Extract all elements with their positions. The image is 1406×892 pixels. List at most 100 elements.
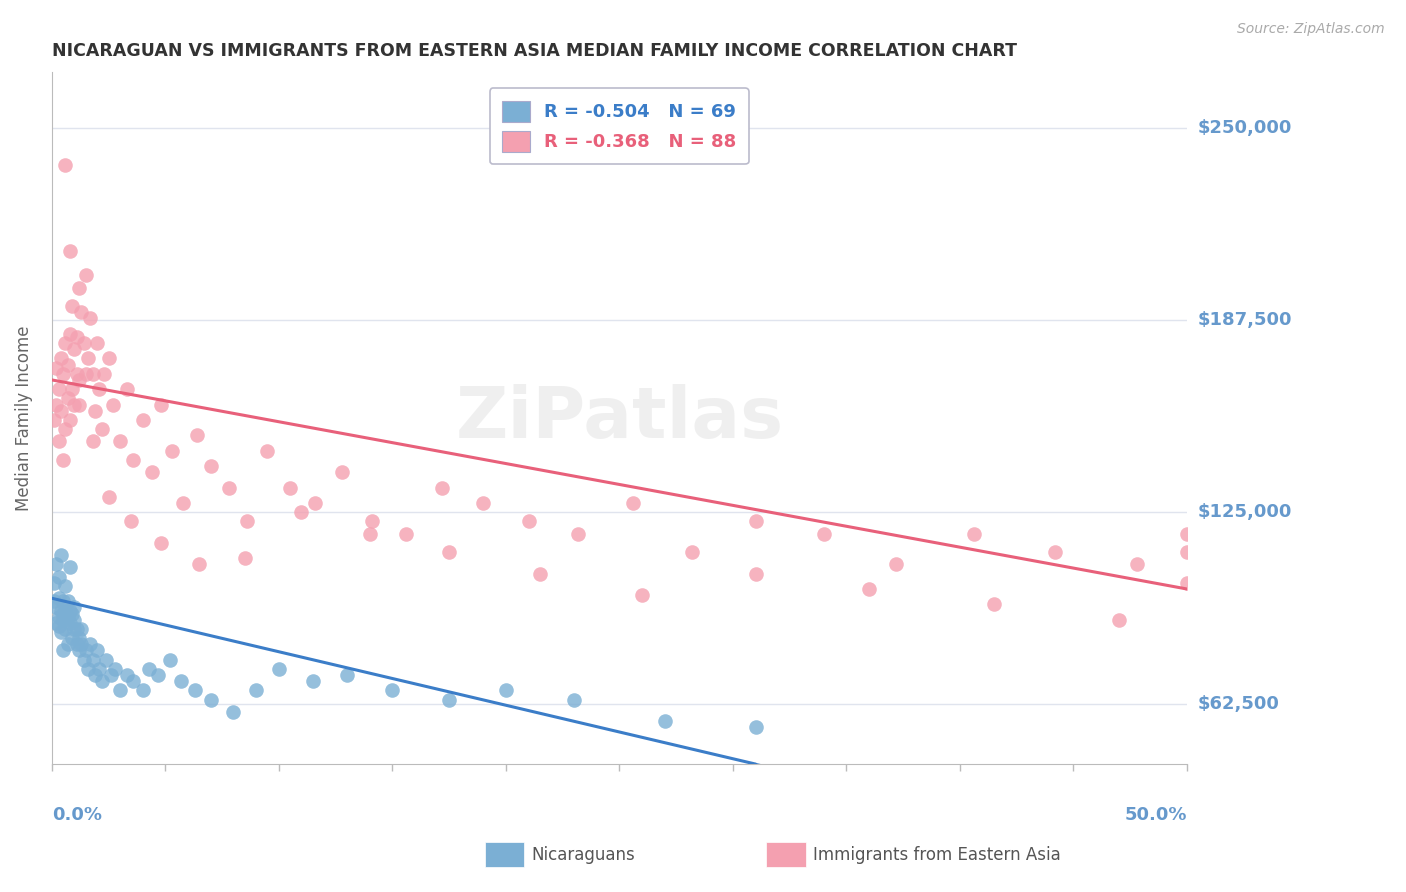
Point xyxy=(77,351,100,366)
Point xyxy=(131,413,153,427)
Point xyxy=(170,674,193,689)
Point xyxy=(681,545,703,559)
Point xyxy=(59,603,82,617)
Point xyxy=(48,609,70,624)
Point xyxy=(63,342,86,356)
Point xyxy=(59,615,82,630)
Point xyxy=(52,367,75,381)
Point xyxy=(59,326,82,341)
Text: $187,500: $187,500 xyxy=(1198,311,1292,329)
Point xyxy=(59,413,82,427)
Point xyxy=(52,607,75,621)
Point xyxy=(567,526,589,541)
Point xyxy=(63,613,86,627)
Point xyxy=(48,382,70,396)
Point xyxy=(56,594,79,608)
Point xyxy=(654,714,676,729)
Point xyxy=(66,637,89,651)
Point xyxy=(186,428,208,442)
Point xyxy=(115,668,138,682)
Point xyxy=(66,622,89,636)
Point xyxy=(63,622,86,636)
Point xyxy=(104,662,127,676)
Point xyxy=(56,392,79,406)
Point xyxy=(63,397,86,411)
Point xyxy=(90,674,112,689)
Point xyxy=(56,609,79,624)
Point xyxy=(267,662,290,676)
Point xyxy=(188,558,211,572)
Text: ZiPatlas: ZiPatlas xyxy=(456,384,783,453)
Point xyxy=(52,594,75,608)
Point xyxy=(200,458,222,473)
Point xyxy=(983,598,1005,612)
Y-axis label: Median Family Income: Median Family Income xyxy=(15,326,32,511)
Point xyxy=(66,367,89,381)
Point xyxy=(172,496,194,510)
Point xyxy=(631,588,654,602)
Point xyxy=(120,514,142,528)
Point xyxy=(67,280,90,294)
Point xyxy=(744,566,766,581)
Point xyxy=(42,575,65,590)
Point xyxy=(45,558,67,572)
Point xyxy=(149,536,172,550)
Point xyxy=(1045,545,1067,559)
Point xyxy=(49,403,72,417)
Point xyxy=(70,637,93,651)
Text: 50.0%: 50.0% xyxy=(1125,805,1187,824)
Point xyxy=(67,373,90,387)
Point xyxy=(59,560,82,574)
Point xyxy=(472,496,495,510)
Point xyxy=(233,551,256,566)
Point xyxy=(60,299,83,313)
Point xyxy=(45,600,67,615)
Text: Source: ZipAtlas.com: Source: ZipAtlas.com xyxy=(1237,22,1385,37)
Point xyxy=(75,268,97,283)
Point xyxy=(53,158,76,172)
Text: $125,000: $125,000 xyxy=(1198,503,1292,521)
Point xyxy=(45,360,67,375)
Point xyxy=(290,505,312,519)
Point xyxy=(53,579,76,593)
Point xyxy=(744,720,766,734)
Point xyxy=(122,453,145,467)
Point xyxy=(621,496,644,510)
Point xyxy=(42,594,65,608)
Point xyxy=(52,453,75,467)
Point xyxy=(886,558,908,572)
Point xyxy=(60,607,83,621)
Point xyxy=(96,653,118,667)
Point xyxy=(115,382,138,396)
Point xyxy=(53,603,76,617)
Point xyxy=(42,413,65,427)
Point xyxy=(82,367,104,381)
Point xyxy=(93,367,115,381)
Point xyxy=(332,465,354,479)
Point xyxy=(101,397,124,411)
Point xyxy=(304,496,326,510)
Point xyxy=(108,434,131,449)
Point xyxy=(67,643,90,657)
Point xyxy=(48,434,70,449)
Point xyxy=(63,600,86,615)
Point xyxy=(256,443,278,458)
Point xyxy=(66,330,89,344)
Point xyxy=(359,526,381,541)
Point xyxy=(48,619,70,633)
Point xyxy=(97,351,120,366)
Point xyxy=(97,490,120,504)
Point xyxy=(82,653,104,667)
Point xyxy=(77,662,100,676)
Point xyxy=(56,637,79,651)
Point xyxy=(45,615,67,630)
Point xyxy=(52,613,75,627)
Point xyxy=(302,674,325,689)
Point xyxy=(53,422,76,436)
Point xyxy=(437,545,460,559)
Point xyxy=(1175,545,1198,559)
Point xyxy=(79,637,101,651)
Point xyxy=(744,514,766,528)
Point xyxy=(67,397,90,411)
Point xyxy=(59,244,82,258)
